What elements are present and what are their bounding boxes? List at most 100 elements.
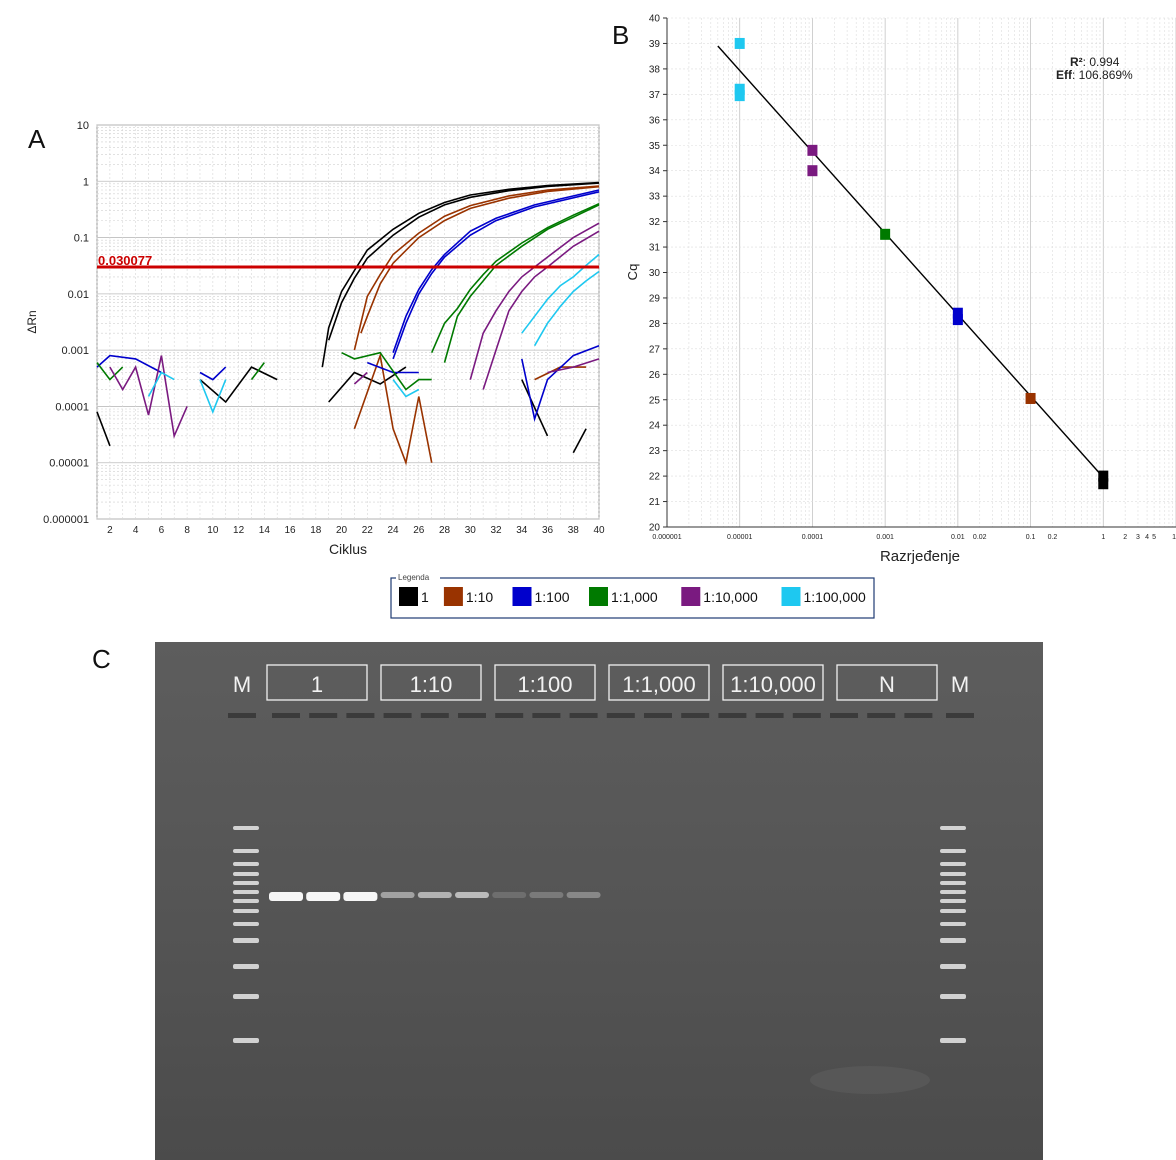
data-point <box>807 144 818 156</box>
y-tick-label: 25 <box>649 395 661 406</box>
x-tick-label: 6 <box>159 525 165 536</box>
gel-well <box>606 713 635 718</box>
sample-band <box>343 892 378 901</box>
x-tick-label: 14 <box>259 525 271 536</box>
legend-title-bg <box>396 572 440 584</box>
data-point <box>880 228 891 240</box>
y-tick-label: 29 <box>649 293 661 304</box>
x-tick-label: 24 <box>387 525 399 536</box>
gel-well <box>458 713 486 718</box>
gel-group-label: 1:100 <box>517 672 572 697</box>
series-line-1:10,000 <box>353 371 368 385</box>
sample-band <box>455 892 489 898</box>
series-line-1:10 <box>353 185 600 351</box>
y-tick-label: 21 <box>649 497 661 508</box>
ladder-band <box>940 922 966 926</box>
gel-well <box>420 713 449 718</box>
data-point <box>1025 392 1036 404</box>
x-tick-label: 4 <box>1145 534 1149 541</box>
y-tick-label: 27 <box>649 344 661 355</box>
legend-label: 1:10 <box>466 589 493 605</box>
x-tick-label: 20 <box>336 525 348 536</box>
panel-a-grid <box>96 124 600 520</box>
x-tick-label: 38 <box>568 525 580 536</box>
legend-label: 1:100,000 <box>804 589 866 605</box>
series-line-1:1,000 <box>443 204 600 363</box>
ladder-band <box>233 922 259 926</box>
gel-group-box <box>722 664 824 701</box>
y-tick-label: 0.001 <box>61 345 89 357</box>
legend-label: 1 <box>421 589 429 605</box>
y-tick-label: 34 <box>649 166 661 177</box>
y-tick-label: 0.000001 <box>43 514 89 526</box>
y-tick-label: 31 <box>649 243 661 254</box>
series-line-1:100,000 <box>533 270 600 347</box>
y-tick-label: 24 <box>649 421 661 432</box>
gel-group-box <box>494 664 596 701</box>
gel-bands <box>269 892 601 901</box>
y-tick-label: 38 <box>649 64 661 75</box>
panel-a-xlabel: Ciklus <box>329 541 367 557</box>
legend-swatch <box>399 587 418 606</box>
ladder-band <box>940 849 966 853</box>
threshold-label: 0.030077 <box>98 253 152 268</box>
series-line-1:10,000 <box>482 230 600 390</box>
data-point <box>734 90 745 102</box>
regression-line <box>717 45 1104 478</box>
gel-group-box <box>836 664 938 701</box>
ladder-band <box>233 899 259 903</box>
y-tick-label: 26 <box>649 370 661 381</box>
r2-value: : 0.994 <box>1083 55 1120 69</box>
gel-well <box>904 713 933 718</box>
panel-b-xlabel: Razrjeđenje <box>880 548 960 565</box>
ladder-band <box>233 938 259 943</box>
panel-a-plot-area <box>96 124 600 520</box>
series-line-1:1,000 <box>341 351 432 391</box>
series-line-1:100 <box>199 366 227 381</box>
panel-b-ylabel: Cq <box>625 264 640 281</box>
y-tick-label: 33 <box>649 192 661 203</box>
r2-label: R² <box>1070 55 1083 69</box>
x-tick-label: 2 <box>107 525 113 536</box>
legend-swatch <box>443 587 463 606</box>
sample-band <box>417 892 452 898</box>
x-tick-label: 32 <box>490 525 502 536</box>
sample-band <box>492 892 527 898</box>
ladder-band <box>233 872 259 876</box>
sample-band <box>380 892 415 898</box>
ladder-band <box>233 909 259 913</box>
x-tick-label: 0.02 <box>973 534 987 541</box>
x-tick-label: 4 <box>133 525 139 536</box>
panel-a-ylabel: ΔRn <box>25 310 39 333</box>
gel-well <box>272 713 300 718</box>
ladder-band <box>233 881 259 885</box>
gel-image: M M 1 1:10 1:100 1:1,000 1:10,000 N <box>155 642 1043 1160</box>
y-tick-label: 40 <box>649 14 661 25</box>
panel-b-points <box>734 37 1109 490</box>
gel-marker-label-right: M <box>951 672 969 697</box>
x-tick-label: 18 <box>310 525 322 536</box>
gel-wells <box>228 713 974 718</box>
series-line-1:100,000 <box>521 253 600 334</box>
x-tick-label: 0.01 <box>951 534 965 541</box>
r2-annotation: R²: 0.994 <box>1070 55 1120 69</box>
legend: Legenda 1 1:10 1:100 1:1,000 1:10,000 1:100,0… <box>390 572 875 619</box>
y-tick-label: 28 <box>649 319 661 330</box>
y-tick-label: 39 <box>649 39 661 50</box>
data-point <box>807 165 818 177</box>
y-tick-label: 0.0001 <box>55 401 89 413</box>
series-line-1 <box>521 379 549 437</box>
ladder-band <box>940 872 966 876</box>
gel-well <box>569 713 598 718</box>
legend-title: Legenda <box>398 573 430 582</box>
x-tick-label: 0.2 <box>1048 534 1058 541</box>
ladder-band <box>940 826 966 830</box>
x-tick-label: 10 <box>207 525 219 536</box>
x-tick-label: 16 <box>285 525 297 536</box>
ladder-band <box>233 849 259 853</box>
panel-a-series <box>96 181 600 466</box>
x-tick-label: 0.0001 <box>802 534 824 541</box>
x-tick-label: 0.1 <box>1026 534 1036 541</box>
